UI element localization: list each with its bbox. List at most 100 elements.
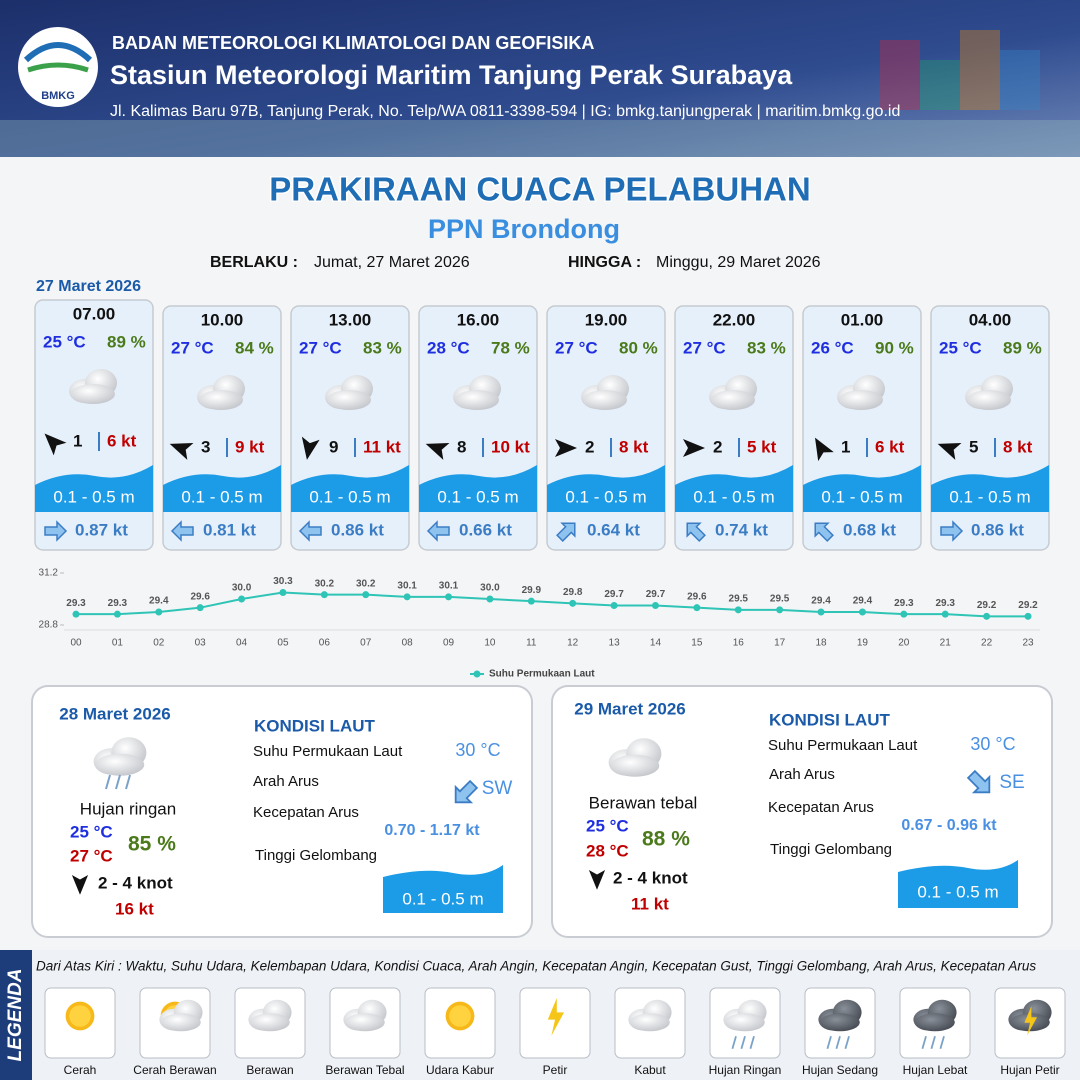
wave	[383, 865, 503, 913]
wind-speed: 1	[73, 431, 82, 450]
point	[734, 606, 742, 614]
logo-mark	[23, 42, 93, 63]
gust: 5 kt	[747, 437, 777, 456]
x-tick-label: 22	[981, 638, 993, 649]
y-tick-label: 28.8	[39, 620, 59, 631]
address: Jl. Kalimas Baru 97B, Tanjung Perak, No.…	[110, 103, 900, 120]
wave-height: 0.1 - 0.5 m	[53, 487, 134, 506]
humidity: 88 %	[642, 828, 690, 851]
legend-item: Petir	[543, 1063, 568, 1077]
header-bg	[0, 0, 1080, 157]
wind-speed: 8	[457, 437, 466, 456]
legend-icon	[65, 1001, 95, 1031]
wind-range: 2 - 4 knot	[613, 868, 688, 887]
wave-label: Tinggi Gelombang	[770, 841, 892, 858]
x-tick-label: 23	[1022, 638, 1034, 649]
point	[983, 612, 991, 620]
sst: 30 °C	[455, 740, 500, 760]
data-label: 29.2	[977, 600, 997, 611]
point	[279, 589, 287, 596]
humidity: 83 %	[363, 338, 402, 357]
sst-label: Suhu Permukaan Laut	[253, 743, 403, 760]
wave-height: 0.1 - 0.5 m	[949, 487, 1030, 506]
gust: 8 kt	[1003, 437, 1033, 456]
wind-speed: 2	[713, 437, 722, 456]
current-dir-label: Arah Arus	[769, 766, 835, 783]
point	[155, 608, 163, 616]
point	[610, 602, 618, 609]
point	[362, 591, 370, 599]
current-speed: 0.70 - 1.17 kt	[384, 822, 480, 839]
current-speed: 0.74 kt	[715, 520, 768, 539]
wind-speed: 1	[841, 437, 850, 456]
data-label: 29.5	[729, 593, 749, 604]
x-tick-label: 13	[609, 638, 621, 649]
wave-height: 0.1 - 0.5 m	[181, 487, 262, 506]
agency-name: BADAN METEOROLOGI KLIMATOLOGI DAN GEOFIS…	[112, 33, 594, 53]
current-dir-label: Arah Arus	[253, 773, 319, 790]
x-tick-label: 15	[691, 638, 703, 649]
legend-item: Berawan	[246, 1063, 293, 1077]
temp-min: 25 °C	[586, 816, 629, 835]
x-tick-label: 17	[774, 638, 786, 649]
sst: 30 °C	[970, 734, 1015, 754]
x-tick-label: 20	[898, 638, 910, 649]
current-dir: SW	[482, 778, 513, 799]
point	[320, 591, 328, 599]
legend-item: Cerah Berawan	[133, 1063, 216, 1077]
data-label: 30.3	[273, 576, 293, 587]
gust: 9 kt	[235, 437, 265, 456]
current-speed-label: Kecepatan Arus	[253, 804, 359, 821]
x-tick-label: 01	[112, 638, 124, 649]
wind-range: 2 - 4 knot	[98, 873, 173, 892]
legend-title: LEGENDA	[5, 969, 26, 1062]
current-speed: 0.81 kt	[203, 520, 256, 539]
air-temp: 28 °C	[427, 338, 470, 357]
x-tick-label: 00	[70, 638, 82, 649]
data-label: 29.4	[853, 596, 873, 607]
subtitle: PPN Brondong	[428, 214, 620, 244]
wave	[163, 465, 281, 512]
day-date: 29 Maret 2026	[574, 699, 686, 718]
data-label: 29.6	[687, 591, 707, 602]
x-tick-label: 12	[567, 638, 579, 649]
legend-swatch	[473, 670, 481, 678]
gust: 10 kt	[491, 437, 530, 456]
legend-item: Cerah	[64, 1063, 97, 1077]
data-label: 29.3	[935, 598, 955, 609]
humidity: 78 %	[491, 338, 530, 357]
humidity: 89 %	[107, 332, 146, 351]
wave	[803, 465, 921, 512]
humidity: 83 %	[747, 338, 786, 357]
current-speed: 0.66 kt	[459, 520, 512, 539]
humidity: 84 %	[235, 338, 274, 357]
data-label: 29.7	[646, 589, 666, 600]
gust: 8 kt	[619, 437, 649, 456]
data-label: 29.9	[522, 585, 542, 596]
data-label: 30.1	[439, 580, 459, 591]
x-tick-label: 02	[153, 638, 165, 649]
legend-item: Berawan Tebal	[325, 1063, 404, 1077]
data-label: 30.0	[232, 583, 252, 594]
data-label: 29.8	[563, 587, 583, 598]
air-temp: 27 °C	[299, 338, 342, 357]
legend-item: Kabut	[634, 1063, 666, 1077]
data-label: 30.1	[397, 580, 417, 591]
legend-item: Udara Kabur	[426, 1063, 494, 1077]
wind-speed: 2	[585, 437, 594, 456]
day-date: 28 Maret 2026	[59, 704, 171, 723]
x-tick-label: 16	[733, 638, 745, 649]
x-tick-label: 04	[236, 638, 248, 649]
point	[527, 597, 535, 605]
time: 01.00	[841, 310, 884, 329]
data-label: 29.3	[894, 598, 914, 609]
current-speed: 0.86 kt	[331, 520, 384, 539]
forecast-date: 27 Maret 2026	[36, 278, 141, 295]
x-tick-label: 06	[319, 638, 331, 649]
current-speed: 0.67 - 0.96 kt	[901, 817, 997, 834]
sea-title: KONDISI LAUT	[769, 710, 891, 729]
y-tick-label: 31.2	[39, 568, 59, 579]
wave	[547, 465, 665, 512]
